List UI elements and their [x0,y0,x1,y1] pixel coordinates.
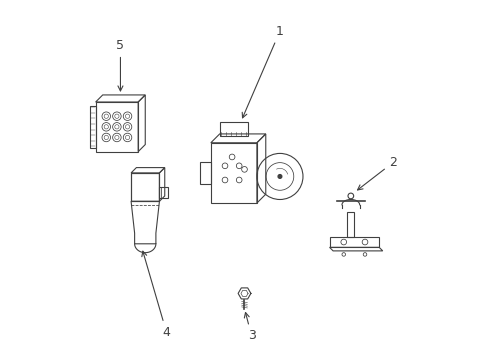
Text: 4: 4 [142,251,170,339]
Circle shape [278,175,281,178]
Bar [159,187,168,198]
Bar [131,173,159,201]
Text: 1: 1 [242,24,284,118]
Text: 2: 2 [357,156,396,190]
Bar [219,122,247,136]
Text: 3: 3 [244,312,255,342]
Bar [96,102,138,152]
Bar [90,105,96,148]
Bar [200,162,210,184]
Bar [131,173,159,201]
Text: 5: 5 [116,39,124,91]
